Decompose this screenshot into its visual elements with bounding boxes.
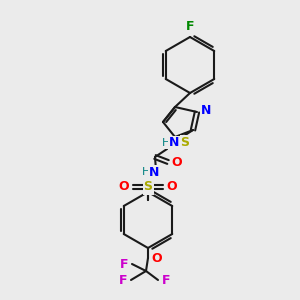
- Text: O: O: [172, 155, 182, 169]
- Text: N: N: [149, 166, 159, 178]
- Text: N: N: [169, 136, 179, 149]
- Text: O: O: [167, 181, 177, 194]
- Text: H: H: [162, 138, 170, 148]
- Text: F: F: [120, 257, 128, 271]
- Text: F: F: [119, 274, 127, 286]
- Text: F: F: [162, 274, 170, 286]
- Text: O: O: [119, 181, 129, 194]
- Text: N: N: [201, 103, 211, 116]
- Text: F: F: [186, 20, 194, 34]
- Text: S: S: [181, 136, 190, 148]
- Text: S: S: [143, 181, 152, 194]
- Text: O: O: [152, 251, 162, 265]
- Text: H: H: [142, 167, 150, 177]
